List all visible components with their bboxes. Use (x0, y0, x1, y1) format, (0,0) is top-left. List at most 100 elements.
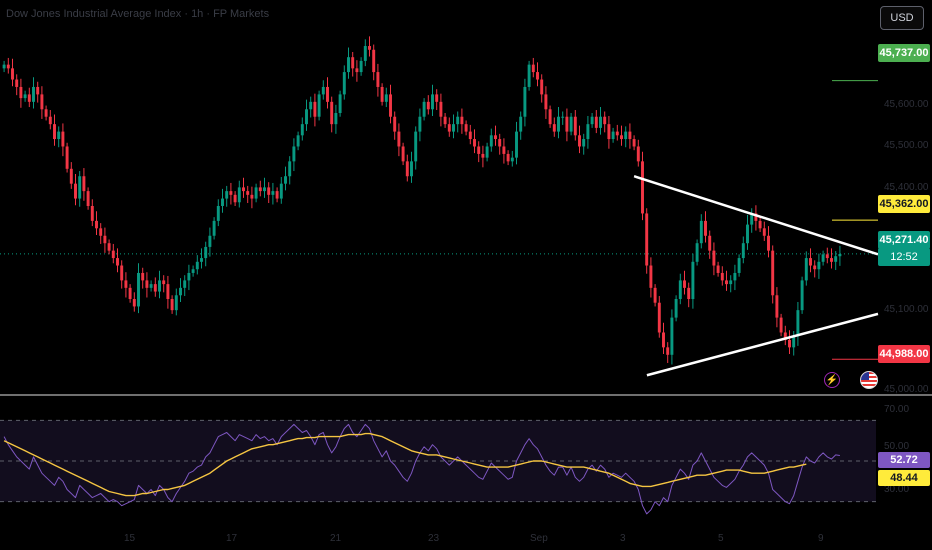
price-axis-label: 45,100.00 (884, 304, 929, 315)
candle-body (275, 191, 279, 199)
candle-body (74, 183, 77, 199)
candle-body (464, 124, 468, 132)
candle-body (69, 168, 73, 184)
candle-body (137, 272, 140, 307)
candle-body (485, 146, 489, 158)
candle-body (288, 161, 292, 177)
candle-body (279, 183, 283, 199)
candle-body (435, 94, 439, 102)
candle-body (313, 101, 317, 117)
candle-body (27, 94, 31, 102)
currency-button[interactable]: USD (880, 6, 924, 30)
candle-body (599, 116, 602, 128)
rsi-ma-line (3, 432, 807, 497)
candle-body (804, 258, 808, 281)
time-axis-label: 3 (620, 533, 626, 544)
candle-body (712, 250, 716, 266)
candle-body (355, 68, 359, 73)
candle-body (687, 287, 691, 299)
candle-body (166, 284, 170, 299)
candle-body (447, 124, 451, 132)
candle-body (141, 272, 145, 281)
candle-body (317, 94, 321, 117)
candle-body (607, 124, 611, 140)
candle-body (704, 220, 707, 236)
candle-body (771, 250, 775, 296)
candle-body (695, 243, 699, 262)
candle-body (187, 272, 191, 281)
candle-body (15, 79, 19, 87)
candle-body (548, 109, 552, 125)
candle-body (502, 146, 506, 154)
candle-body (376, 72, 380, 87)
candle-body (783, 332, 787, 340)
candle-body (565, 116, 569, 132)
candle-body (153, 284, 157, 292)
candle-body (750, 213, 754, 225)
candle-body (170, 299, 174, 311)
candle-body (544, 94, 548, 110)
candle-body (338, 94, 342, 113)
candle-body (834, 256, 838, 262)
candle-body (267, 187, 271, 195)
candle-body (11, 68, 14, 80)
candle-body (649, 265, 653, 288)
candle-body (422, 101, 426, 117)
us-flag-icon[interactable] (860, 371, 878, 389)
candle-body (716, 265, 720, 273)
candle-body (321, 86, 325, 95)
candle-body (746, 224, 749, 244)
candle-body (678, 280, 682, 299)
candle-body (225, 191, 229, 199)
candle-body (473, 139, 476, 147)
rsi-axis-label: 50.00 (884, 441, 910, 452)
candle-body (393, 116, 397, 132)
candle-body (359, 60, 363, 73)
candle-body (216, 206, 220, 221)
candle-body (82, 176, 86, 192)
candle-body (19, 86, 23, 99)
candle-body (158, 280, 161, 292)
candle-body (397, 131, 401, 147)
candle-body (653, 287, 657, 303)
candle-body (44, 109, 48, 117)
candle-body (582, 139, 586, 147)
candle-body (372, 49, 376, 73)
candle-body (149, 284, 153, 288)
candle-body (174, 295, 178, 311)
candle-body (410, 161, 413, 177)
candle-body (594, 116, 598, 128)
candle-body (557, 116, 560, 132)
candle-body (418, 116, 422, 132)
candle-body (510, 157, 514, 162)
candle-body (426, 101, 430, 110)
candle-body (300, 124, 304, 136)
candle-body (162, 280, 166, 285)
candle-body (817, 261, 821, 270)
candle-body (95, 220, 98, 229)
candle-body (527, 64, 531, 87)
candle-body (611, 131, 615, 140)
candle-body (296, 135, 300, 147)
candle-body (523, 86, 527, 117)
candle-body (237, 187, 241, 203)
time-axis-label: 5 (718, 533, 724, 544)
current-price-tag: 45,271.40 (878, 231, 930, 249)
candle-body (725, 280, 728, 285)
candle-body (99, 228, 103, 236)
candle-body (481, 153, 485, 158)
candle-body (498, 139, 502, 147)
chart-title: Dow Jones Industrial Average Index · 1h … (6, 8, 270, 20)
candle-body (813, 265, 817, 270)
candle-body (674, 299, 678, 318)
candle-body (48, 116, 52, 125)
candle-body (334, 113, 338, 125)
rsi-axis-label: 70.00 (884, 404, 910, 415)
candle-body (741, 243, 745, 259)
candle-body (145, 280, 149, 288)
price-axis-label: 45,600.00 (884, 99, 929, 110)
time-axis-label: 17 (226, 533, 238, 544)
candle-body (179, 287, 182, 296)
lightning-icon[interactable]: ⚡ (824, 372, 840, 388)
